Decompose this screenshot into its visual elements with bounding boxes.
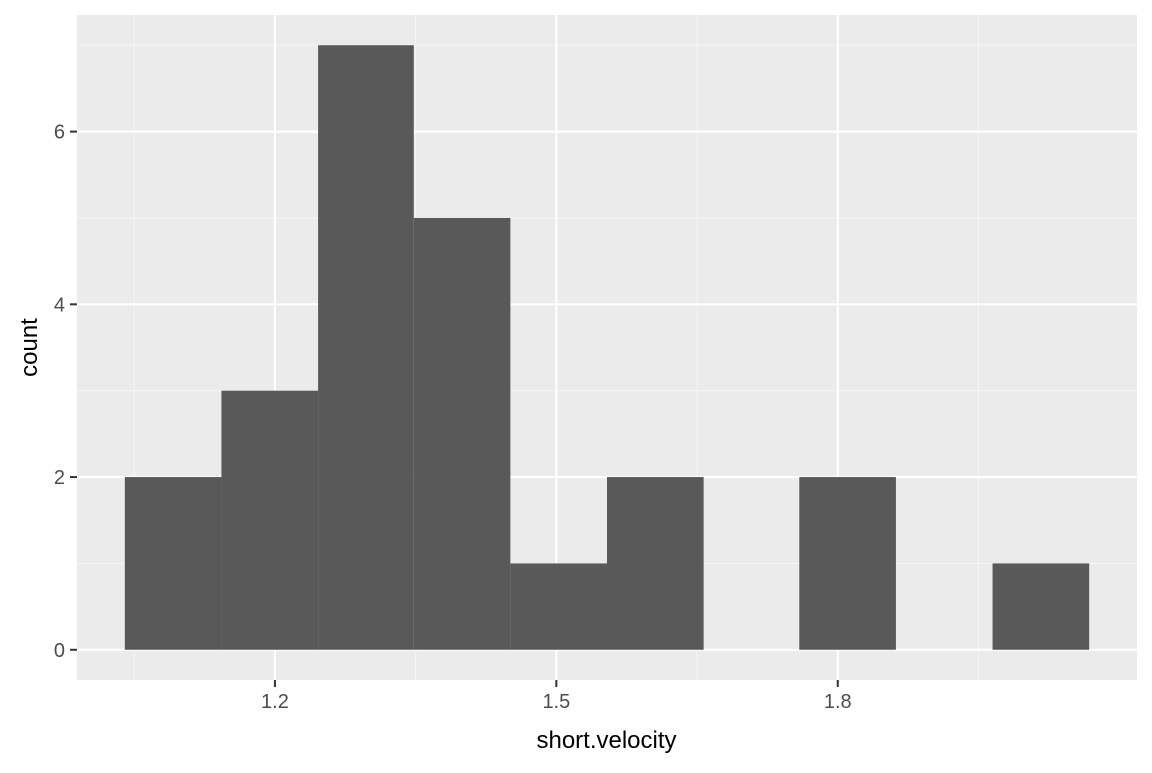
y-tick-label: 0 bbox=[54, 640, 65, 662]
y-tick-label: 6 bbox=[54, 122, 65, 144]
y-axis-ticks: 0 2 4 6 bbox=[54, 122, 77, 662]
y-axis-title: count bbox=[16, 318, 43, 377]
histogram-bar bbox=[607, 477, 704, 650]
histogram-bar bbox=[799, 477, 896, 650]
x-axis-ticks: 1.2 1.5 1.8 bbox=[261, 680, 852, 713]
histogram-bar bbox=[510, 563, 607, 650]
histogram-bar bbox=[124, 477, 222, 650]
histogram-bar bbox=[221, 390, 319, 650]
x-tick-label: 1.8 bbox=[824, 691, 852, 713]
histogram-bars bbox=[124, 45, 1090, 650]
histogram-bar bbox=[413, 217, 511, 650]
x-tick-label: 1.2 bbox=[261, 691, 289, 713]
x-axis-title: short.velocity bbox=[536, 727, 676, 754]
y-tick-label: 2 bbox=[54, 467, 65, 489]
histogram-bar bbox=[992, 563, 1090, 650]
histogram-bar bbox=[318, 45, 414, 650]
y-tick-label: 4 bbox=[54, 294, 65, 316]
x-tick-label: 1.5 bbox=[542, 691, 570, 713]
